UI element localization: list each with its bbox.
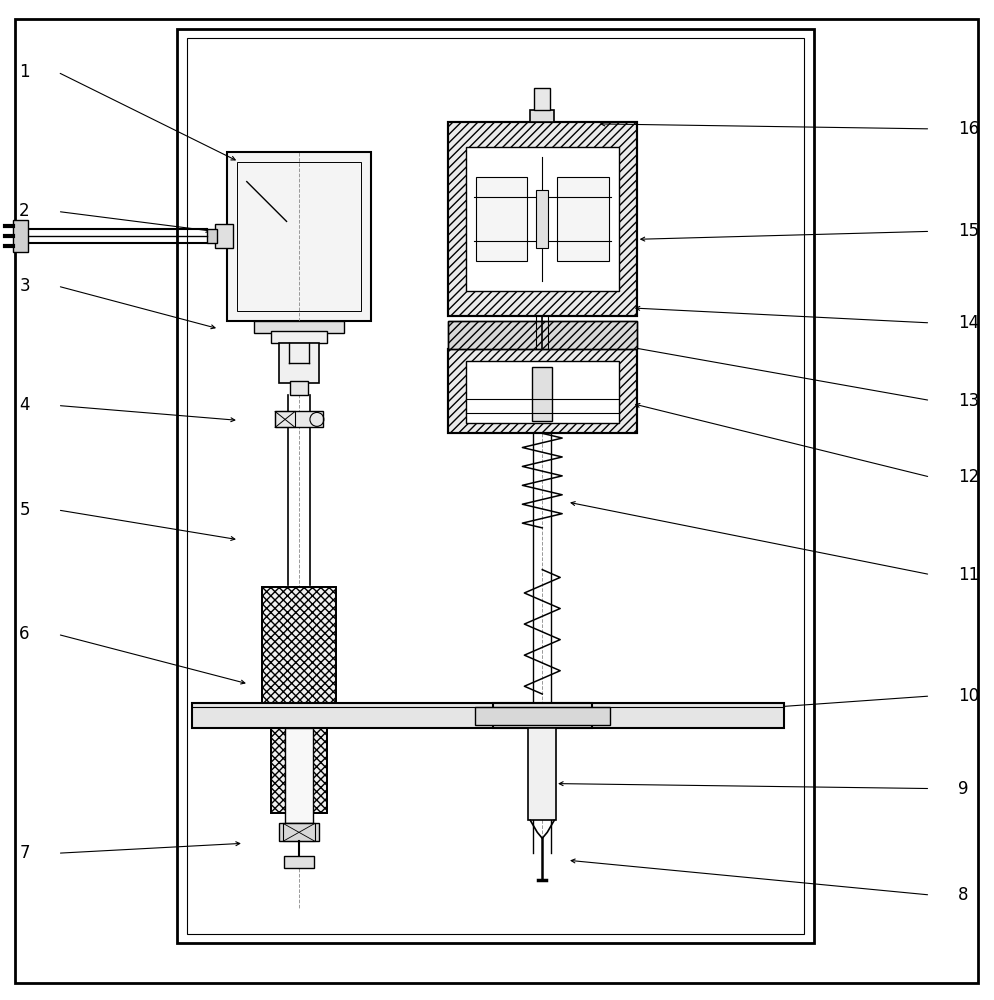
Text: 15: 15	[957, 222, 978, 240]
Bar	[254, 321, 344, 333]
Text: 1: 1	[19, 63, 30, 81]
Bar	[474, 707, 609, 725]
Bar	[282, 823, 314, 841]
Text: 10: 10	[957, 687, 978, 705]
Bar	[270, 728, 326, 813]
Text: 7: 7	[19, 844, 30, 862]
Bar	[290, 381, 308, 395]
Bar	[475, 177, 527, 261]
Text: 8: 8	[957, 886, 968, 904]
Bar	[270, 331, 326, 343]
Bar	[13, 220, 28, 252]
Bar	[284, 728, 312, 823]
Text: 6: 6	[19, 625, 30, 643]
Bar	[270, 728, 326, 813]
Bar	[192, 703, 783, 728]
Bar	[534, 88, 550, 110]
Bar	[447, 122, 636, 316]
Bar	[492, 703, 591, 728]
Bar	[227, 152, 371, 321]
Bar	[447, 321, 636, 349]
Text: 11: 11	[957, 566, 978, 584]
Text: 13: 13	[957, 391, 978, 410]
Text: 9: 9	[957, 780, 968, 798]
Bar	[278, 343, 318, 383]
Bar	[447, 349, 636, 433]
Bar	[447, 349, 636, 433]
Text: 16: 16	[957, 120, 978, 138]
Bar	[447, 321, 636, 349]
Bar	[557, 177, 608, 261]
Bar	[274, 411, 295, 427]
Bar	[237, 162, 361, 311]
Bar	[284, 856, 314, 868]
Text: 14: 14	[957, 314, 978, 332]
Bar	[465, 147, 618, 291]
Text: 2: 2	[19, 202, 30, 220]
Bar	[177, 29, 813, 943]
Bar	[278, 823, 318, 841]
Bar	[274, 411, 322, 427]
Bar	[447, 122, 636, 316]
Bar	[262, 587, 336, 714]
Bar	[465, 361, 618, 423]
Bar	[215, 224, 233, 248]
Bar	[187, 38, 803, 934]
Text: 4: 4	[19, 396, 30, 414]
Text: 5: 5	[19, 501, 30, 519]
Bar	[262, 587, 336, 714]
Bar	[536, 190, 548, 248]
Bar	[528, 728, 556, 820]
Text: 12: 12	[957, 468, 978, 486]
Bar	[207, 229, 217, 243]
Bar	[530, 110, 554, 122]
Bar	[532, 367, 552, 421]
Text: 3: 3	[19, 277, 30, 295]
